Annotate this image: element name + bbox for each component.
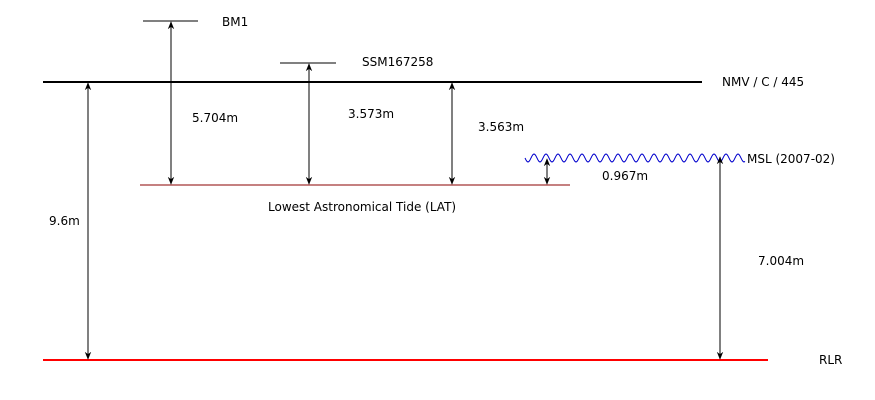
lat-label: Lowest Astronomical Tide (LAT) [268,200,456,214]
nmv-to-rlr-value: 9.6m [49,214,80,228]
msl-to-rlr-value: 7.004m [758,254,804,268]
nmv-label: NMV / C / 445 [722,75,804,89]
bm1-label: BM1 [222,15,248,29]
msl-to-lat-value: 0.967m [602,169,648,183]
ssm-label: SSM167258 [362,55,433,69]
bm1-to-lat-value: 5.704m [192,111,238,125]
msl-label: MSL (2007-02) [747,152,835,166]
msl-wave-line [524,153,746,163]
ssm-to-lat-value: 3.573m [348,107,394,121]
nmv-to-lat-value: 3.563m [478,120,524,134]
rlr-label: RLR [819,353,842,367]
